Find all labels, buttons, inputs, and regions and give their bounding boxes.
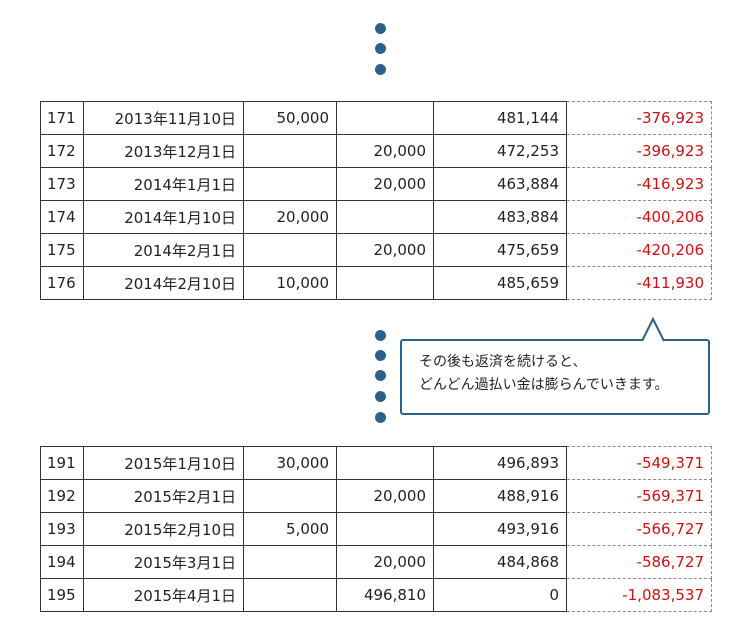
row-number: 191 <box>40 446 84 480</box>
callout-pointer-icon <box>641 317 665 342</box>
row-difference: -1,083,537 <box>566 578 712 612</box>
table-row: 191 2015年1月10日 30,000 496,893 -549,371 <box>40 446 712 480</box>
ellipsis-dot <box>375 412 386 423</box>
row-deposit <box>243 578 337 612</box>
row-deposit: 30,000 <box>243 446 337 480</box>
callout-box: その後も返済を続けると、 どんどん過払い金は膨らんでいきます。 <box>400 339 710 415</box>
table-row: 173 2014年1月1日 20,000 463,884 -416,923 <box>40 167 712 201</box>
row-deposit: 5,000 <box>243 512 337 546</box>
row-number: 173 <box>40 167 84 201</box>
row-difference: -416,923 <box>566 167 712 201</box>
row-payment: 20,000 <box>336 233 434 267</box>
table-row: 193 2015年2月10日 5,000 493,916 -566,727 <box>40 512 712 546</box>
row-payment <box>336 446 434 480</box>
row-number: 175 <box>40 233 84 267</box>
row-deposit <box>243 233 337 267</box>
ellipsis-dot <box>375 43 386 54</box>
ellipsis-dot <box>375 350 386 361</box>
ledger-table-top: 171 2013年11月10日 50,000 481,144 -376,923 172 20… <box>40 101 712 300</box>
row-difference: -549,371 <box>566 446 712 480</box>
row-date: 2014年2月10日 <box>83 266 244 300</box>
row-number: 193 <box>40 512 84 546</box>
row-balance: 488,916 <box>433 479 567 513</box>
row-balance: 472,253 <box>433 134 567 168</box>
ellipsis-dot <box>375 23 386 34</box>
row-date: 2015年2月10日 <box>83 512 244 546</box>
row-deposit: 50,000 <box>243 101 337 135</box>
row-difference: -569,371 <box>566 479 712 513</box>
row-balance: 485,659 <box>433 266 567 300</box>
row-date: 2015年3月1日 <box>83 545 244 579</box>
row-difference: -396,923 <box>566 134 712 168</box>
row-deposit <box>243 479 337 513</box>
table-row: 175 2014年2月1日 20,000 475,659 -420,206 <box>40 233 712 267</box>
row-difference: -411,930 <box>566 266 712 300</box>
row-number: 174 <box>40 200 84 234</box>
row-payment: 20,000 <box>336 545 434 579</box>
row-difference: -376,923 <box>566 101 712 135</box>
row-number: 194 <box>40 545 84 579</box>
row-payment: 20,000 <box>336 134 434 168</box>
row-deposit: 10,000 <box>243 266 337 300</box>
row-date: 2013年11月10日 <box>83 101 244 135</box>
ellipsis-dot <box>375 391 386 402</box>
row-balance: 481,144 <box>433 101 567 135</box>
row-date: 2015年2月1日 <box>83 479 244 513</box>
row-difference: -586,727 <box>566 545 712 579</box>
row-date: 2015年4月1日 <box>83 578 244 612</box>
row-payment: 496,810 <box>336 578 434 612</box>
row-payment <box>336 266 434 300</box>
row-balance: 475,659 <box>433 233 567 267</box>
row-deposit <box>243 167 337 201</box>
row-difference: -400,206 <box>566 200 712 234</box>
row-payment <box>336 512 434 546</box>
row-number: 172 <box>40 134 84 168</box>
row-number: 171 <box>40 101 84 135</box>
row-balance: 0 <box>433 578 567 612</box>
table-row: 195 2015年4月1日 496,810 0 -1,083,537 <box>40 578 712 612</box>
table-row: 172 2013年12月1日 20,000 472,253 -396,923 <box>40 134 712 168</box>
row-balance: 496,893 <box>433 446 567 480</box>
ellipsis-dot <box>375 64 386 75</box>
table-row: 176 2014年2月10日 10,000 485,659 -411,930 <box>40 266 712 300</box>
row-number: 195 <box>40 578 84 612</box>
row-date: 2015年1月10日 <box>83 446 244 480</box>
row-number: 192 <box>40 479 84 513</box>
table-row: 192 2015年2月1日 20,000 488,916 -569,371 <box>40 479 712 513</box>
callout-line-2: どんどん過払い金は膨らんでいきます。 <box>419 377 669 393</box>
row-balance: 463,884 <box>433 167 567 201</box>
row-date: 2013年12月1日 <box>83 134 244 168</box>
table-row: 174 2014年1月10日 20,000 483,884 -400,206 <box>40 200 712 234</box>
ellipsis-dot <box>375 330 386 341</box>
row-date: 2014年2月1日 <box>83 233 244 267</box>
row-payment: 20,000 <box>336 167 434 201</box>
table-row: 194 2015年3月1日 20,000 484,868 -586,727 <box>40 545 712 579</box>
row-difference: -420,206 <box>566 233 712 267</box>
row-payment: 20,000 <box>336 479 434 513</box>
row-balance: 493,916 <box>433 512 567 546</box>
ellipsis-dot <box>375 370 386 381</box>
ledger-table-bottom: 191 2015年1月10日 30,000 496,893 -549,371 192 201… <box>40 446 712 612</box>
row-date: 2014年1月10日 <box>83 200 244 234</box>
row-payment <box>336 101 434 135</box>
callout-line-1: その後も返済を続けると、 <box>419 354 587 370</box>
row-balance: 483,884 <box>433 200 567 234</box>
row-date: 2014年1月1日 <box>83 167 244 201</box>
row-deposit <box>243 134 337 168</box>
table-row: 171 2013年11月10日 50,000 481,144 -376,923 <box>40 101 712 135</box>
row-number: 176 <box>40 266 84 300</box>
row-deposit <box>243 545 337 579</box>
row-payment <box>336 200 434 234</box>
row-balance: 484,868 <box>433 545 567 579</box>
row-deposit: 20,000 <box>243 200 337 234</box>
row-difference: -566,727 <box>566 512 712 546</box>
